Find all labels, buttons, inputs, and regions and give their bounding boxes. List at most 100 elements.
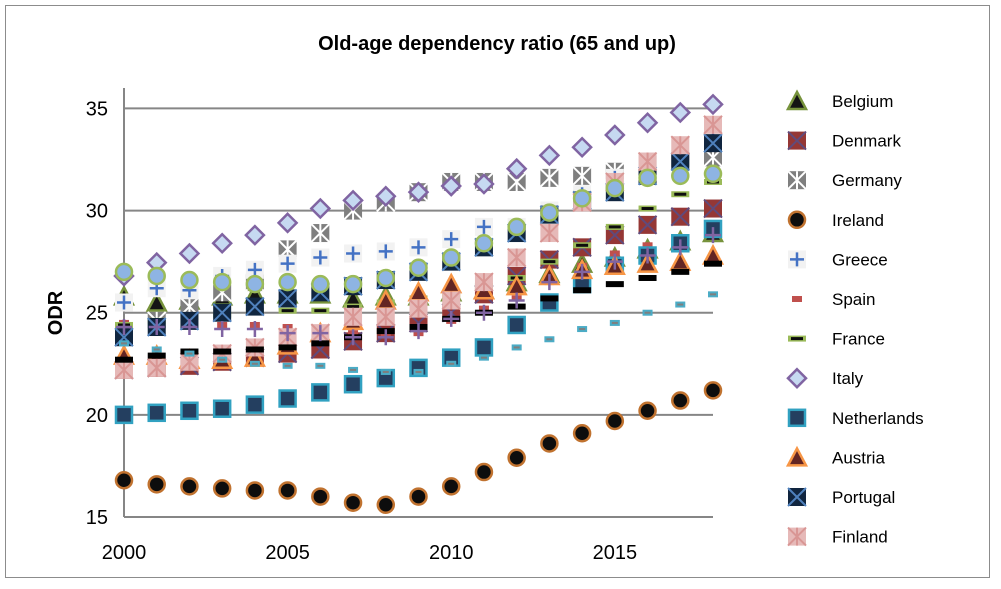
data-point [609, 250, 620, 257]
legend-item: Germany [787, 170, 902, 190]
data-point [114, 470, 134, 490]
data-point [246, 321, 263, 338]
data-point [708, 291, 718, 298]
legend-label: Netherlands [832, 409, 924, 428]
x-tick-label: 2005 [265, 542, 310, 564]
data-point [214, 321, 231, 338]
data-point [474, 272, 494, 292]
legend-marker [788, 250, 806, 269]
data-point [671, 191, 690, 198]
data-point [309, 197, 332, 220]
data-point [311, 383, 330, 402]
legend-marker [787, 170, 807, 190]
legend-item: Netherlands [787, 408, 924, 428]
series-unlabeled-15 [119, 291, 718, 375]
data-point [671, 166, 690, 186]
data-point [574, 263, 591, 280]
data-point [380, 368, 391, 375]
data-point [511, 344, 522, 351]
legend-label: Denmark [832, 132, 901, 151]
data-point [441, 290, 461, 311]
data-point [539, 168, 560, 188]
data-point [639, 247, 656, 264]
legend-marker [787, 408, 807, 428]
data-point [577, 326, 588, 333]
data-point [637, 151, 658, 172]
series-unlabeled-12 [114, 164, 723, 294]
legend-item: Denmark [787, 130, 901, 151]
data-point [441, 248, 461, 267]
data-point [703, 115, 723, 135]
series-italy [113, 93, 724, 287]
data-point [573, 287, 592, 294]
data-point [249, 360, 260, 367]
data-point [638, 401, 657, 421]
data-point [245, 346, 264, 353]
data-point [114, 405, 134, 425]
data-point [147, 352, 166, 359]
data-point [409, 258, 428, 278]
data-point [506, 247, 527, 268]
legend-label: Austria [832, 448, 885, 467]
data-point [115, 293, 133, 312]
legend-label: Italy [832, 369, 864, 388]
legend-marker [787, 210, 807, 230]
y-tick-label: 25 [86, 303, 108, 325]
legend-label: Belgium [832, 92, 893, 111]
data-point [377, 329, 394, 346]
data-point [343, 374, 363, 394]
data-point [670, 151, 690, 172]
x-tick-label: 2000 [102, 542, 147, 564]
legend-label: Finland [832, 528, 888, 547]
legend-item: Spain [792, 290, 875, 309]
data-point [605, 223, 624, 230]
tick-labels: 15 20 25 30 35 2000 2005 2010 2015 [86, 98, 637, 564]
data-point [703, 381, 723, 400]
data-point [474, 338, 494, 357]
data-point [217, 356, 228, 363]
data-point [345, 329, 362, 346]
y-tick-label: 35 [86, 98, 108, 120]
data-point [211, 232, 233, 255]
legend-item: Belgium [785, 89, 893, 111]
data-point [638, 168, 657, 188]
data-point [604, 124, 626, 146]
data-point [180, 401, 199, 421]
data-point [147, 266, 166, 286]
data-point [315, 362, 326, 369]
data-point [505, 157, 528, 180]
data-point [702, 93, 724, 116]
data-point [605, 411, 625, 431]
data-point [311, 274, 330, 294]
data-point [245, 296, 265, 317]
data-point [178, 242, 201, 265]
data-point [572, 423, 592, 443]
data-point [507, 217, 526, 237]
data-point [703, 147, 723, 168]
data-point [637, 215, 658, 235]
legend-item: Austria [785, 445, 885, 467]
series-ireland [114, 381, 723, 514]
data-point [213, 348, 232, 355]
data-point [245, 395, 265, 414]
series-unlabeled-14 [116, 227, 721, 346]
data-point [507, 448, 526, 468]
data-point [540, 258, 559, 265]
legend-item: Finland [787, 526, 888, 547]
data-point [147, 475, 166, 494]
data-point [544, 336, 555, 343]
data-point [278, 307, 297, 314]
legend: Belgium Denmark Germany Ireland Greece Spain F… [785, 89, 924, 547]
data-point [636, 111, 659, 134]
data-point [344, 244, 363, 263]
data-point [671, 391, 690, 410]
data-points [112, 93, 725, 514]
data-point [343, 307, 363, 327]
data-point [408, 298, 429, 319]
data-point [409, 238, 428, 257]
y-tick-label: 15 [86, 507, 108, 529]
legend-item: Greece [788, 250, 888, 269]
data-point [642, 309, 653, 316]
data-point [343, 493, 363, 512]
